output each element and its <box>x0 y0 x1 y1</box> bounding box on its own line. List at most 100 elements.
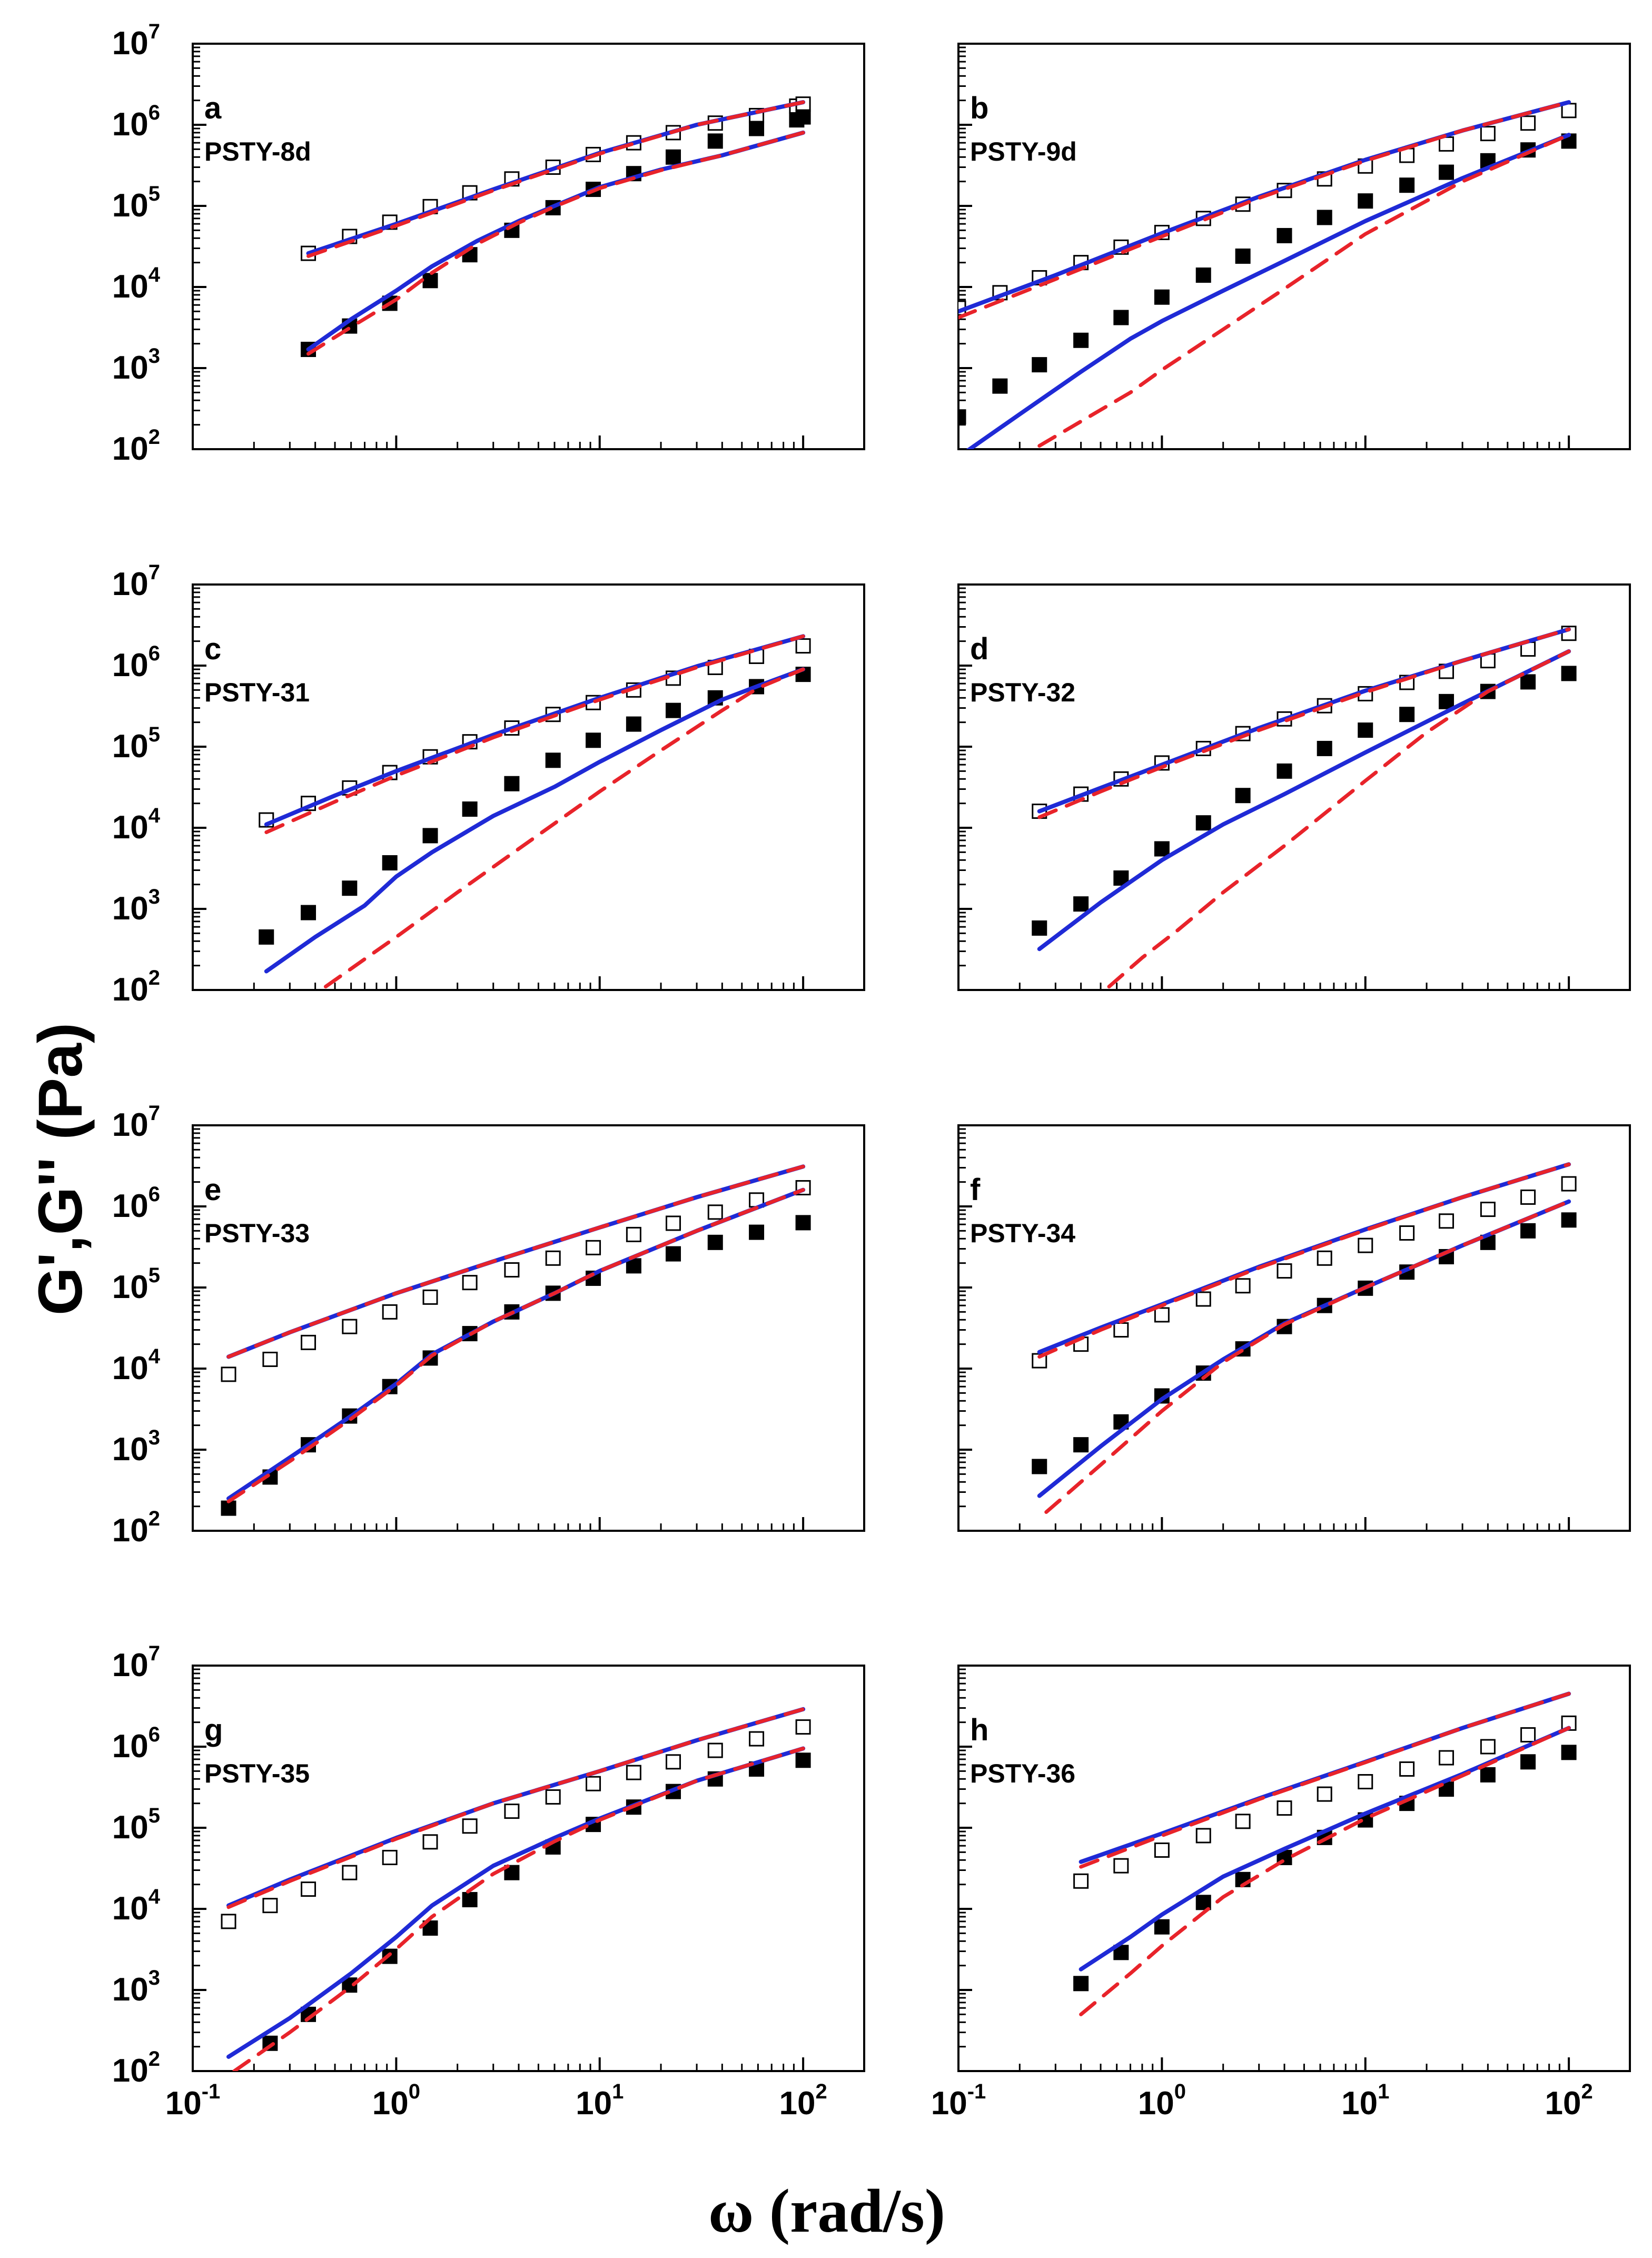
g1-data-point <box>1154 1307 1170 1323</box>
model-curve-dashed <box>1079 1726 1571 2016</box>
x-tick-exponent: 0 <box>1174 2080 1186 2103</box>
y-tick-exponent: 6 <box>149 642 160 665</box>
g2-data-point <box>1113 310 1129 325</box>
x-tick-label: 101 <box>1341 2080 1389 2122</box>
panel-letter: b <box>970 91 988 125</box>
g1-data-point <box>301 1881 316 1897</box>
panel-letter: a <box>204 91 222 125</box>
g2-data-point <box>1032 357 1047 373</box>
g1-data-point <box>1195 1828 1211 1844</box>
g1-data-point <box>626 1765 641 1780</box>
plot-frame <box>192 1124 865 1532</box>
g1-data-point <box>342 1319 358 1334</box>
y-tick-exponent: 6 <box>149 1723 160 1746</box>
g2-data-point <box>1154 1919 1170 1935</box>
y-tick-exponent: 3 <box>149 1426 160 1449</box>
y-tick-label: 106 <box>112 101 160 143</box>
g2-data-point <box>1277 763 1292 779</box>
g1-data-point <box>545 1789 561 1805</box>
g1-data-point <box>504 1804 520 1819</box>
g1-data-point <box>586 1240 601 1255</box>
g1-data-point <box>382 1849 398 1865</box>
y-tick-exponent: 5 <box>149 1804 160 1827</box>
y-tick-base: 10 <box>112 2053 149 2089</box>
panel-d: d PSTY-32 <box>957 583 1631 991</box>
y-tick-base: 10 <box>112 1809 149 1846</box>
y-tick-base: 10 <box>112 1188 149 1224</box>
panel-letter: g <box>204 1713 223 1747</box>
g2-data-point <box>462 801 478 817</box>
y-axis-title: G',G'' (Pa) <box>26 1023 95 1315</box>
panel-title: PSTY-8d <box>204 137 311 166</box>
y-tick-base: 10 <box>112 350 149 386</box>
g1-data-point <box>1358 1237 1373 1253</box>
g1-data-point <box>1277 1800 1292 1816</box>
data-group <box>301 96 811 358</box>
x-tick-label: 100 <box>1138 2080 1186 2122</box>
y-tick-label: 106 <box>112 1183 160 1224</box>
g2-data-point <box>1561 666 1577 681</box>
g2-data-point <box>1032 920 1047 936</box>
data-group <box>259 634 811 989</box>
g2-data-point <box>1438 694 1454 709</box>
g1-data-point <box>301 1334 316 1350</box>
g1-data-point <box>422 1289 438 1305</box>
y-tick-base: 10 <box>112 187 149 224</box>
g1-data-point <box>795 1719 811 1735</box>
y-tick-base: 10 <box>112 890 149 927</box>
g2-data-point <box>1235 248 1251 264</box>
x-tick-exponent: 2 <box>1581 2080 1592 2103</box>
y-tick-exponent: 2 <box>149 2047 160 2071</box>
x-tick-exponent: 2 <box>815 2080 827 2103</box>
g2-data-point <box>1520 674 1536 690</box>
g1-data-point <box>1520 115 1536 131</box>
x-tick-label: 10-1 <box>165 2080 221 2122</box>
model-curve-dashed <box>226 1164 805 1359</box>
x-tick-base: 10 <box>931 2085 967 2122</box>
g2-data-point <box>1073 1976 1089 1992</box>
y-tick-base: 10 <box>112 809 149 846</box>
data-group <box>1032 1162 1577 1514</box>
g2-data-point <box>795 1752 811 1768</box>
model-curve-dashed <box>1107 649 1571 989</box>
g1-data-point <box>1113 1322 1129 1338</box>
x-tick-exponent: 0 <box>409 2080 420 2103</box>
g1-data-point <box>1480 126 1496 142</box>
g2-data-point <box>1520 1223 1536 1239</box>
y-tick-base: 10 <box>112 1728 149 1765</box>
model-curve-dashed <box>264 634 805 834</box>
y-tick-base: 10 <box>112 1350 149 1387</box>
data-group <box>1073 1691 1577 2016</box>
y-tick-exponent: 7 <box>149 561 160 584</box>
y-tick-exponent: 4 <box>149 1885 161 1908</box>
g2-data-point <box>301 905 316 920</box>
model-curve-dashed <box>1044 1200 1571 1514</box>
g1-data-point <box>504 1262 520 1278</box>
y-tick-label: 104 <box>112 804 161 846</box>
g2-data-point <box>1277 227 1292 243</box>
g2-data-point <box>1480 1767 1496 1782</box>
g1-data-point <box>221 1366 236 1382</box>
panel-letter: c <box>204 632 221 666</box>
g1-data-point <box>1235 1814 1251 1829</box>
y-tick-base: 10 <box>112 1972 149 2008</box>
panels-group: 102103104105106107aPSTY-8dbPSTY-9d102103… <box>112 20 1631 2122</box>
x-tick-label: 101 <box>576 2080 624 2122</box>
y-tick-label: 104 <box>112 1345 161 1387</box>
g1-data-point <box>749 1731 765 1747</box>
g2-data-point <box>1358 193 1373 209</box>
panel-title: PSTY-36 <box>970 1759 1075 1788</box>
model-curve-dashed <box>1079 1691 1571 1869</box>
x-tick-base: 10 <box>372 2085 409 2122</box>
g1-data-point <box>1480 1202 1496 1217</box>
x-tick-base: 10 <box>1138 2085 1174 2122</box>
model-curve-dashed <box>226 1188 805 1503</box>
y-tick-base: 10 <box>112 728 149 765</box>
x-tick-label: 10-1 <box>931 2080 986 2122</box>
g2-data-point <box>1154 841 1170 857</box>
g2-data-point <box>958 409 966 425</box>
y-tick-label: 105 <box>112 1804 160 1846</box>
g2-data-point <box>1073 332 1089 348</box>
